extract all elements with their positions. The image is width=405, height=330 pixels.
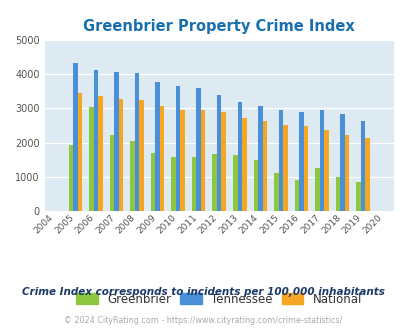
Bar [77,93,82,211]
Bar [360,121,364,211]
Bar [335,177,339,211]
Bar [98,96,102,211]
Bar [253,160,258,211]
Bar [324,129,328,211]
Bar [175,85,180,211]
Bar [232,154,237,211]
Bar [192,157,196,211]
Bar [339,114,344,211]
Bar [237,102,241,211]
Bar [200,110,205,211]
Bar [258,106,262,211]
Bar [151,153,155,211]
Bar [114,72,119,211]
Bar [134,73,139,211]
Bar [216,95,221,211]
Bar [344,135,348,211]
Bar [180,110,185,211]
Bar [68,145,73,211]
Bar [196,88,200,211]
Bar [298,112,303,211]
Text: © 2024 CityRating.com - https://www.cityrating.com/crime-statistics/: © 2024 CityRating.com - https://www.city… [64,315,341,325]
Bar [73,63,77,211]
Bar [221,112,226,211]
Legend: Greenbrier, Tennessee, National: Greenbrier, Tennessee, National [76,293,361,306]
Bar [155,82,160,211]
Bar [273,173,278,211]
Bar [364,138,369,211]
Bar [278,110,282,211]
Text: Crime Index corresponds to incidents per 100,000 inhabitants: Crime Index corresponds to incidents per… [21,287,384,297]
Bar [171,157,175,211]
Bar [282,125,287,211]
Bar [241,117,246,211]
Bar [160,106,164,211]
Bar [130,141,134,211]
Bar [303,126,307,211]
Bar [355,182,360,211]
Bar [119,99,123,211]
Bar [294,180,298,211]
Bar [314,168,319,211]
Bar [89,107,94,211]
Bar [262,121,266,211]
Bar [212,154,216,211]
Bar [94,71,98,211]
Bar [139,100,143,211]
Bar [109,135,114,211]
Title: Greenbrier Property Crime Index: Greenbrier Property Crime Index [83,19,354,34]
Bar [319,110,324,211]
